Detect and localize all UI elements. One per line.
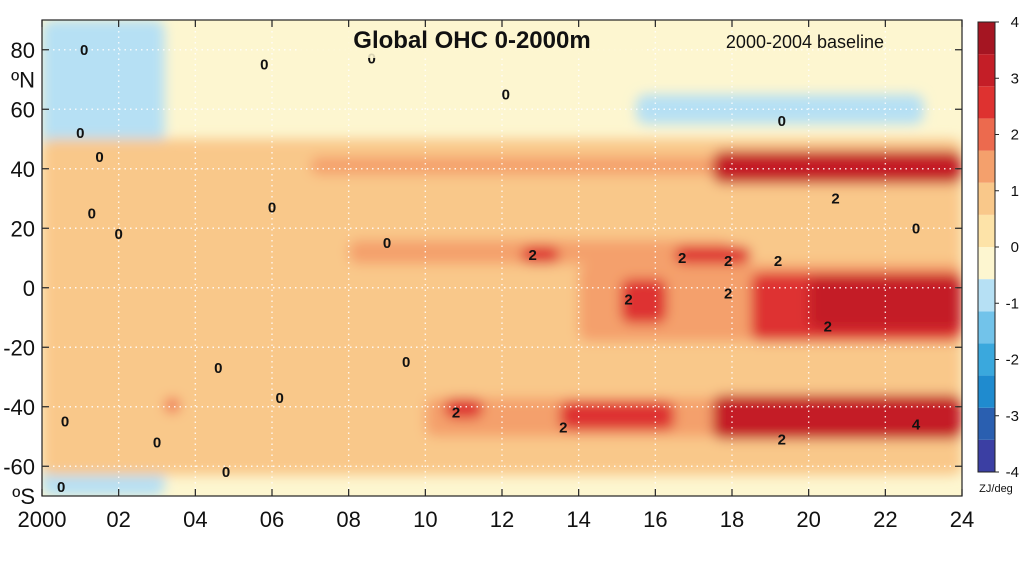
contour-label-7: 0 <box>88 205 96 222</box>
y-hemisphere-label-0: ºN <box>11 68 35 93</box>
colorbar-tick-label-0: 4 <box>1011 14 1019 31</box>
x-tick-label-5: 10 <box>413 507 437 532</box>
y-tick-label-1: 60 <box>11 97 35 122</box>
colorbar-tick-label-1: 3 <box>1011 70 1019 87</box>
contour-label-15: 2 <box>624 292 632 309</box>
colorbar-swatch-6 <box>978 247 995 280</box>
heat-cell-18 <box>521 246 560 264</box>
contour-label-27: 0 <box>61 414 69 431</box>
contour-label-9: 0 <box>114 226 122 243</box>
x-tick-label-8: 16 <box>643 507 667 532</box>
contour-label-22: 0 <box>402 354 410 371</box>
contour-label-0: 0 <box>80 42 88 59</box>
colorbar-tick-label-4: 0 <box>1011 239 1019 256</box>
contour-label-25: 2 <box>778 431 786 448</box>
colorbar-swatch-9 <box>978 150 995 183</box>
colorbar-tick-label-8: -4 <box>1006 464 1019 481</box>
contour-label-14: 2 <box>774 253 782 270</box>
contour-label-2: 0 <box>367 51 375 68</box>
contour-label-5: 0 <box>95 149 103 166</box>
contour-label-30: 0 <box>57 479 65 496</box>
y-tick-label-4: 0 <box>23 276 35 301</box>
contour-label-1: 0 <box>260 57 268 74</box>
contour-label-4: 0 <box>76 125 84 142</box>
contour-label-11: 2 <box>528 247 536 264</box>
contour-label-29: 0 <box>222 464 230 481</box>
y-hemisphere-label-1: ºS <box>12 484 35 509</box>
contour-label-21: 0 <box>275 390 283 407</box>
chart-title: Global OHC 0-2000m <box>353 27 590 54</box>
colorbar-tick-label-7: -3 <box>1006 408 1019 425</box>
title-backdrop <box>300 24 645 58</box>
x-tick-label-1: 02 <box>106 507 130 532</box>
y-tick-label-7: -60 <box>3 454 35 479</box>
colorbar-tick-label-6: -2 <box>1006 352 1019 369</box>
contour-label-28: 0 <box>153 434 161 451</box>
heat-cell-29 <box>164 397 180 413</box>
contour-label-10: 0 <box>383 235 391 252</box>
contour-label-18: 0 <box>912 220 920 237</box>
x-tick-label-4: 08 <box>336 507 360 532</box>
y-tick-label-3: 20 <box>11 216 35 241</box>
contour-label-19: 2 <box>831 191 839 208</box>
x-tick-label-0: 2000 <box>18 507 67 532</box>
contour-label-17: 2 <box>824 318 832 335</box>
axes: 2000 02 04 06 08 10 12 14 16 18 20 22 24806040200-20… <box>3 20 974 532</box>
x-tick-label-11: 22 <box>873 507 897 532</box>
grid-lines <box>42 20 962 496</box>
contour-label-16: 2 <box>724 286 732 303</box>
contour-label-3: 0 <box>502 86 510 103</box>
heat-cell-19 <box>674 246 752 264</box>
x-tick-label-6: 12 <box>490 507 514 532</box>
heat-cell-30 <box>444 397 483 419</box>
contour-label-26: 4 <box>912 417 921 434</box>
colorbar-unit: ZJ/deg <box>979 483 1013 495</box>
colorbar-swatch-8 <box>978 182 995 215</box>
colorbar-swatch-13 <box>978 22 995 55</box>
colorbar-swatch-11 <box>978 86 995 119</box>
y-tick-label-5: -20 <box>3 335 35 360</box>
contour-label-24: 2 <box>559 420 567 437</box>
colorbar-swatch-1 <box>978 407 995 440</box>
heat-cell-16 <box>808 156 962 178</box>
heat-cell-23 <box>808 275 962 330</box>
colorbar: 4 3 2 1 0 -1 -2 -3 -4 <box>977 14 1019 481</box>
contour-label-8: 0 <box>268 199 276 216</box>
chart-subtitle: 2000-2004 baseline <box>726 32 884 52</box>
colorbar-swatch-3 <box>978 343 995 376</box>
colorbar-swatch-2 <box>978 375 995 408</box>
x-tick-label-12: 24 <box>950 507 974 532</box>
x-tick-label-7: 14 <box>566 507 590 532</box>
contour-label-23: 2 <box>452 405 460 422</box>
colorbar-tick-label-3: 1 <box>1011 183 1019 200</box>
y-tick-label-6: -40 <box>3 395 35 420</box>
colorbar-swatch-0 <box>978 439 995 472</box>
colorbar-swatch-10 <box>978 118 995 151</box>
x-tick-label-2: 04 <box>183 507 207 532</box>
contour-label-12: 2 <box>678 250 686 267</box>
colorbar-tick-label-5: -1 <box>1006 295 1019 312</box>
heat-cell-28 <box>866 406 962 437</box>
x-tick-label-3: 06 <box>260 507 284 532</box>
x-tick-label-10: 20 <box>796 507 820 532</box>
y-tick-label-2: 40 <box>11 157 35 182</box>
heat-cell-26 <box>559 400 675 431</box>
contour-label-6: 0 <box>778 113 786 130</box>
colorbar-swatch-7 <box>978 214 995 247</box>
colorbar-swatch-12 <box>978 54 995 87</box>
x-tick-label-9: 18 <box>720 507 744 532</box>
contour-label-20: 0 <box>214 360 222 377</box>
contour-label-13: 2 <box>724 253 732 270</box>
colorbar-tick-label-2: 2 <box>1011 127 1019 144</box>
colorbar-swatch-5 <box>978 279 995 312</box>
y-tick-label-0: 80 <box>11 38 35 63</box>
colorbar-swatch-4 <box>978 311 995 344</box>
